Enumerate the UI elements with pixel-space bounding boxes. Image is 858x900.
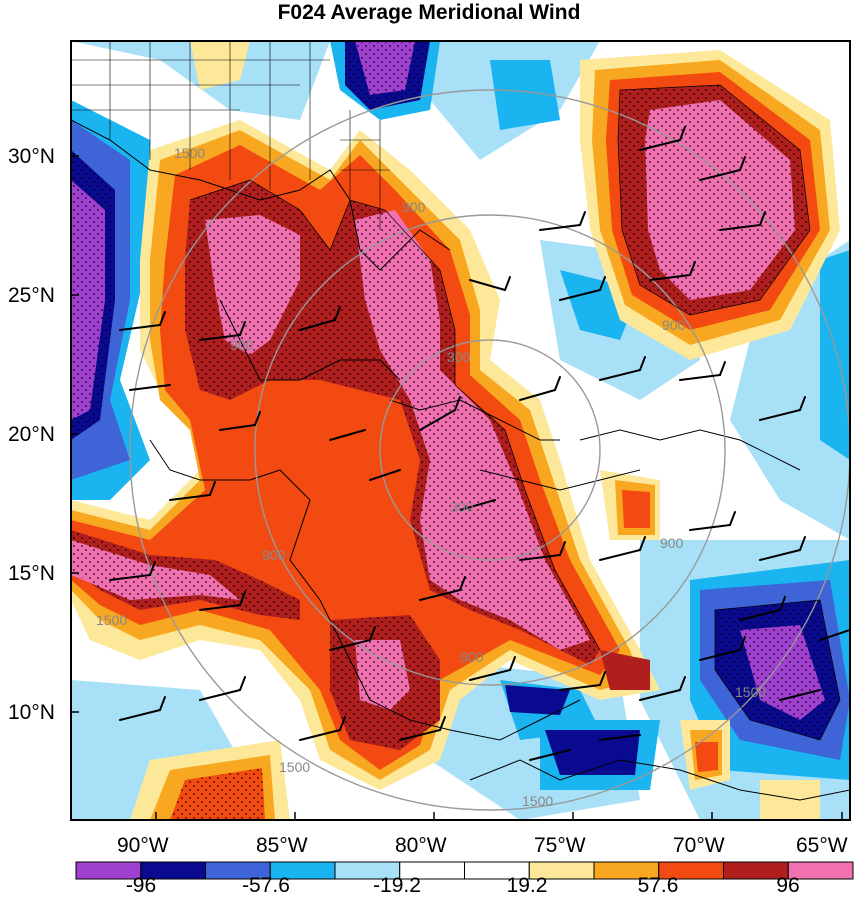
range-rings <box>129 89 850 811</box>
ring-label-1500-e: 1500 <box>735 684 766 700</box>
ring-label-1500-c: 1500 <box>279 759 310 775</box>
range-ring-labels: 300 300 900 900 900 900 900 900 1500 150… <box>96 145 766 809</box>
colorbar-label-57: 57.6 <box>638 874 679 897</box>
colorbar-label-n57: -57.6 <box>242 874 290 897</box>
longitude-axis: 90°W 85°W 80°W 75°W 70°W 65°W <box>117 812 848 857</box>
lon-label-75: 75°W <box>534 834 586 857</box>
ring-label-900-c: 900 <box>262 547 286 563</box>
ring-label-900-b: 900 <box>230 337 254 353</box>
lat-label-30: 30°N <box>8 145 55 168</box>
colorbar <box>75 861 854 880</box>
significance-stipple <box>71 41 840 820</box>
lat-label-15: 15°N <box>8 562 55 585</box>
map-border <box>70 40 851 821</box>
ring-label-1500-b: 1500 <box>96 612 127 628</box>
wind-field <box>71 41 850 820</box>
ring-label-900-f: 900 <box>662 317 686 333</box>
ring-label-300-b: 300 <box>450 499 474 515</box>
coastlines <box>71 119 850 801</box>
ring-label-900-e: 900 <box>660 535 684 551</box>
lon-label-65: 65°W <box>796 834 848 857</box>
colorbar-label-n96: -96 <box>126 874 156 897</box>
latitude-axis: 30°N 25°N 20°N 15°N 10°N <box>8 145 79 724</box>
map-title: F024 Average Meridional Wind <box>277 1 581 24</box>
lat-label-10: 10°N <box>8 701 55 724</box>
contour-lines <box>189 84 841 741</box>
ring-label-300-a: 300 <box>447 349 471 365</box>
colorbar-label-19: 19.2 <box>507 874 548 897</box>
ring-label-900-a: 900 <box>402 199 426 215</box>
ring-label-1500-a: 1500 <box>174 145 205 161</box>
lat-label-25: 25°N <box>8 284 55 307</box>
ring-label-900-d: 900 <box>460 649 484 665</box>
lon-label-85: 85°W <box>256 834 308 857</box>
lon-label-90: 90°W <box>117 834 169 857</box>
colorbar-labels: -96 -57.6 -19.2 19.2 57.6 96 <box>126 874 800 897</box>
ring-label-1500-d: 1500 <box>522 793 553 809</box>
colorbar-swatch <box>787 861 854 880</box>
wind-barbs <box>109 126 850 761</box>
lon-label-80: 80°W <box>395 834 447 857</box>
state-borders <box>71 41 390 230</box>
colorbar-label-96: 96 <box>776 874 799 897</box>
lon-label-70: 70°W <box>673 834 725 857</box>
colorbar-label-n19: -19.2 <box>373 874 421 897</box>
lat-label-20: 20°N <box>8 423 55 446</box>
